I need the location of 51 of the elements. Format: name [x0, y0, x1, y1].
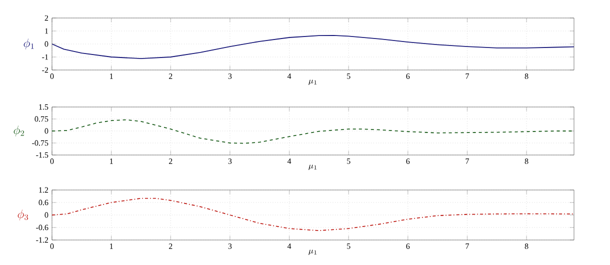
x-tick-label: 8 — [524, 158, 528, 164]
x-tick-label: 0 — [50, 244, 54, 249]
x-tick-label: 4 — [287, 74, 292, 79]
x-tick-label: 5 — [347, 74, 350, 79]
y-axis-title: $\phi_1$ — [24, 38, 34, 50]
x-tick-label: 7 — [466, 74, 469, 79]
y-tick-label: 2 — [44, 15, 48, 21]
y-tick-label: 0 — [44, 41, 48, 47]
x-tick-label: 3 — [228, 158, 232, 164]
x-tick-label: 5 — [347, 158, 350, 164]
y-tick-label: 0.6 — [38, 200, 48, 206]
y-tick-label: 0 — [44, 128, 48, 134]
x-tick-label: 8 — [524, 244, 528, 249]
y-axis-title: $\phi_2$ — [14, 126, 24, 136]
x-axis-title: $\mu_1$ — [308, 250, 316, 255]
y-tick-label: 1.2 — [39, 187, 48, 193]
y-axis-title: $\phi_3$ — [18, 210, 28, 220]
x-tick-label: 2 — [168, 158, 172, 164]
x-tick-label: 1 — [110, 244, 113, 249]
x-tick-label: 5 — [347, 244, 350, 249]
x-tick-label: 7 — [466, 158, 469, 164]
x-tick-label: 3 — [228, 244, 232, 249]
y-tick-label: -0.6 — [36, 224, 48, 230]
y-tick-label: 0.75 — [34, 116, 48, 122]
line-series — [52, 34, 574, 60]
x-tick-label: 1 — [110, 158, 113, 164]
x-tick-label: 0 — [50, 158, 54, 164]
x-axis-title: $\mu_1$ — [308, 164, 316, 170]
y-tick-label: 0 — [44, 212, 48, 218]
x-tick-label: 6 — [406, 74, 410, 79]
line-series — [52, 198, 574, 232]
y-tick-label: 1.5 — [39, 104, 48, 110]
x-tick-label: 3 — [228, 74, 232, 79]
x-axis-title: $\mu_1$ — [308, 80, 316, 85]
y-tick-label: -1.5 — [36, 152, 48, 158]
x-tick-label: 6 — [406, 158, 410, 164]
x-tick-label: 8 — [524, 74, 528, 79]
x-tick-label: 1 — [110, 74, 113, 79]
line-series — [52, 119, 574, 144]
x-tick-label: 2 — [168, 74, 172, 79]
x-tick-label: 0 — [50, 74, 54, 79]
x-tick-label: 4 — [287, 158, 292, 164]
y-tick-label: -0.75 — [32, 140, 48, 146]
y-tick-label: -1.2 — [36, 237, 48, 243]
x-tick-label: 7 — [466, 244, 469, 249]
x-tick-label: 6 — [406, 244, 410, 249]
x-tick-label: 2 — [168, 244, 172, 249]
y-tick-label: -1 — [42, 54, 48, 60]
x-tick-label: 4 — [287, 244, 292, 249]
y-tick-label: -2 — [42, 67, 48, 73]
y-tick-label: 1 — [45, 28, 48, 34]
